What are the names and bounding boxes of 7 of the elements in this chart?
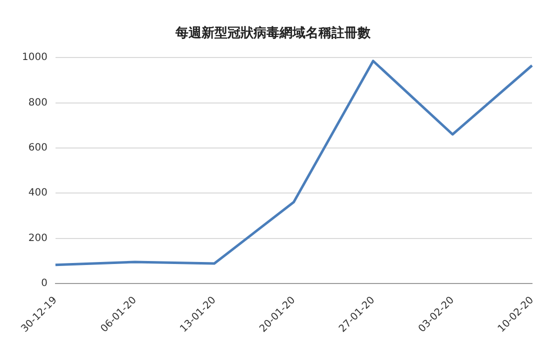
y-tick-label: 600	[28, 142, 48, 154]
y-tick-label: 200	[28, 232, 48, 244]
y-tick-label: 800	[28, 97, 48, 108]
y-tick-label: 0	[41, 278, 48, 290]
y-tick-label: 400	[28, 188, 48, 199]
chart-title: 每週新型冠狀病毒網域名稱註冊數	[174, 25, 372, 42]
y-tick-label: 1000	[22, 52, 48, 64]
